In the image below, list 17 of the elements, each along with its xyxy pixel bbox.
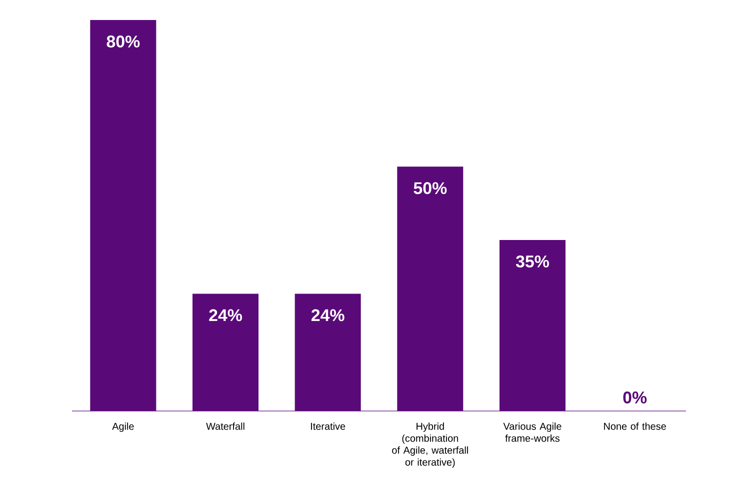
x-tick-label: Waterfall (206, 422, 244, 430)
x-tick-label: Agile (112, 422, 134, 432)
bar (192, 294, 258, 411)
x-tick-label: None of these (604, 422, 666, 430)
data-label: 0% (623, 391, 647, 404)
x-tick-label: Iterative (311, 422, 346, 430)
data-label: 24% (311, 309, 344, 322)
x-tick-label: Hybrid (combination of Agile, waterfall or iterative) (392, 422, 468, 468)
data-label: 50% (414, 182, 447, 194)
bar (90, 20, 156, 411)
data-label: 24% (209, 309, 242, 322)
data-label: 80% (106, 36, 140, 48)
x-tick-label: Various Agile frame-works (503, 422, 562, 442)
bar (294, 294, 361, 411)
bar (500, 240, 566, 411)
bar (397, 166, 464, 411)
data-label: 35% (516, 255, 549, 268)
